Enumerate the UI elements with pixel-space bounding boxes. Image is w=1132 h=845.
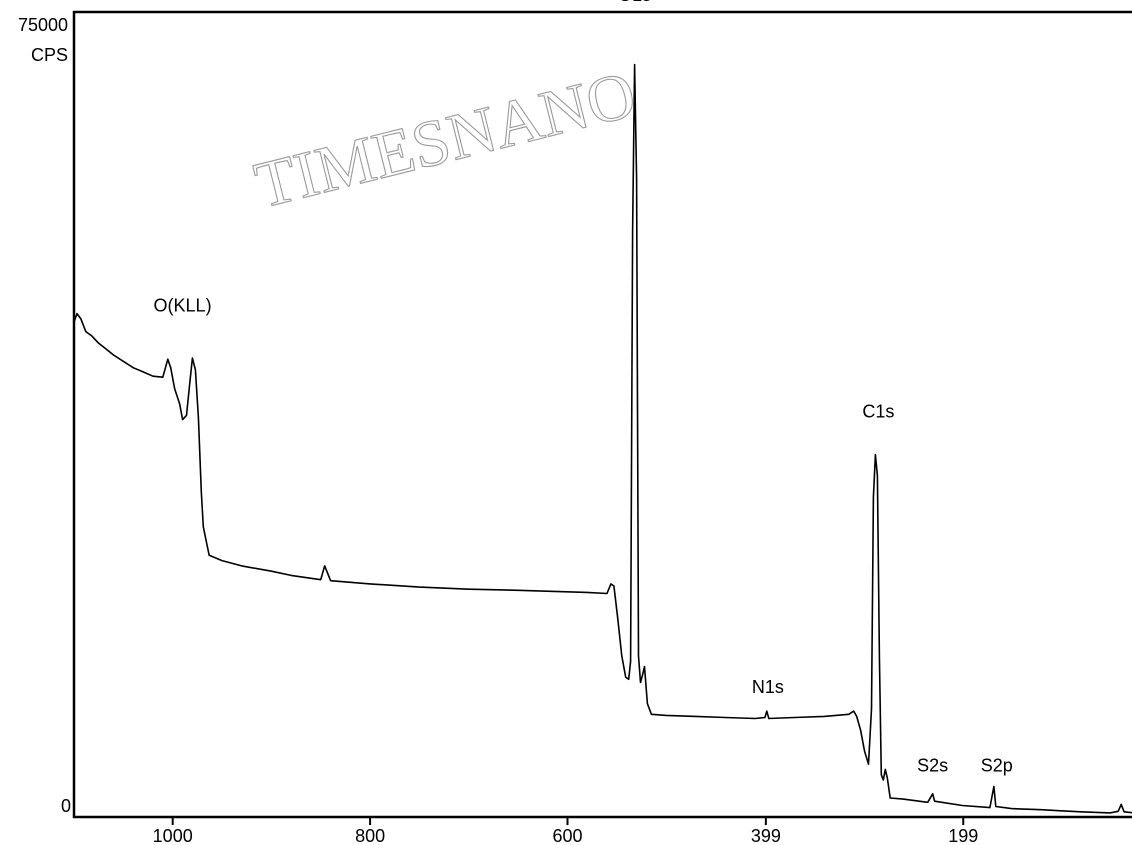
y-tick-max-label: 75000 [18,15,68,35]
peak-label: O1s [618,0,651,5]
peak-label: O(KLL) [154,296,212,316]
peak-label: S2p [981,756,1013,776]
peak-labels: O(KLL) O1s N1s C1s S2s S2p [154,0,1013,776]
watermark-text: TIMESNANO [248,58,643,223]
x-axis-ticks: 1000 800 600 399 199 [153,817,978,845]
peak-label: S2s [917,756,948,776]
x-tick-label: 600 [552,826,582,845]
plot-frame [72,10,1132,819]
x-tick-label: 1000 [153,826,193,845]
x-tick-label: 199 [948,826,978,845]
x-tick-label: 800 [355,826,385,845]
y-tick-min-label: 0 [61,796,71,816]
y-unit-label: CPS [31,45,68,65]
spectrum-line [73,63,1132,814]
peak-label: N1s [752,677,784,697]
x-tick-label: 399 [751,826,781,845]
peak-label: C1s [862,402,894,422]
